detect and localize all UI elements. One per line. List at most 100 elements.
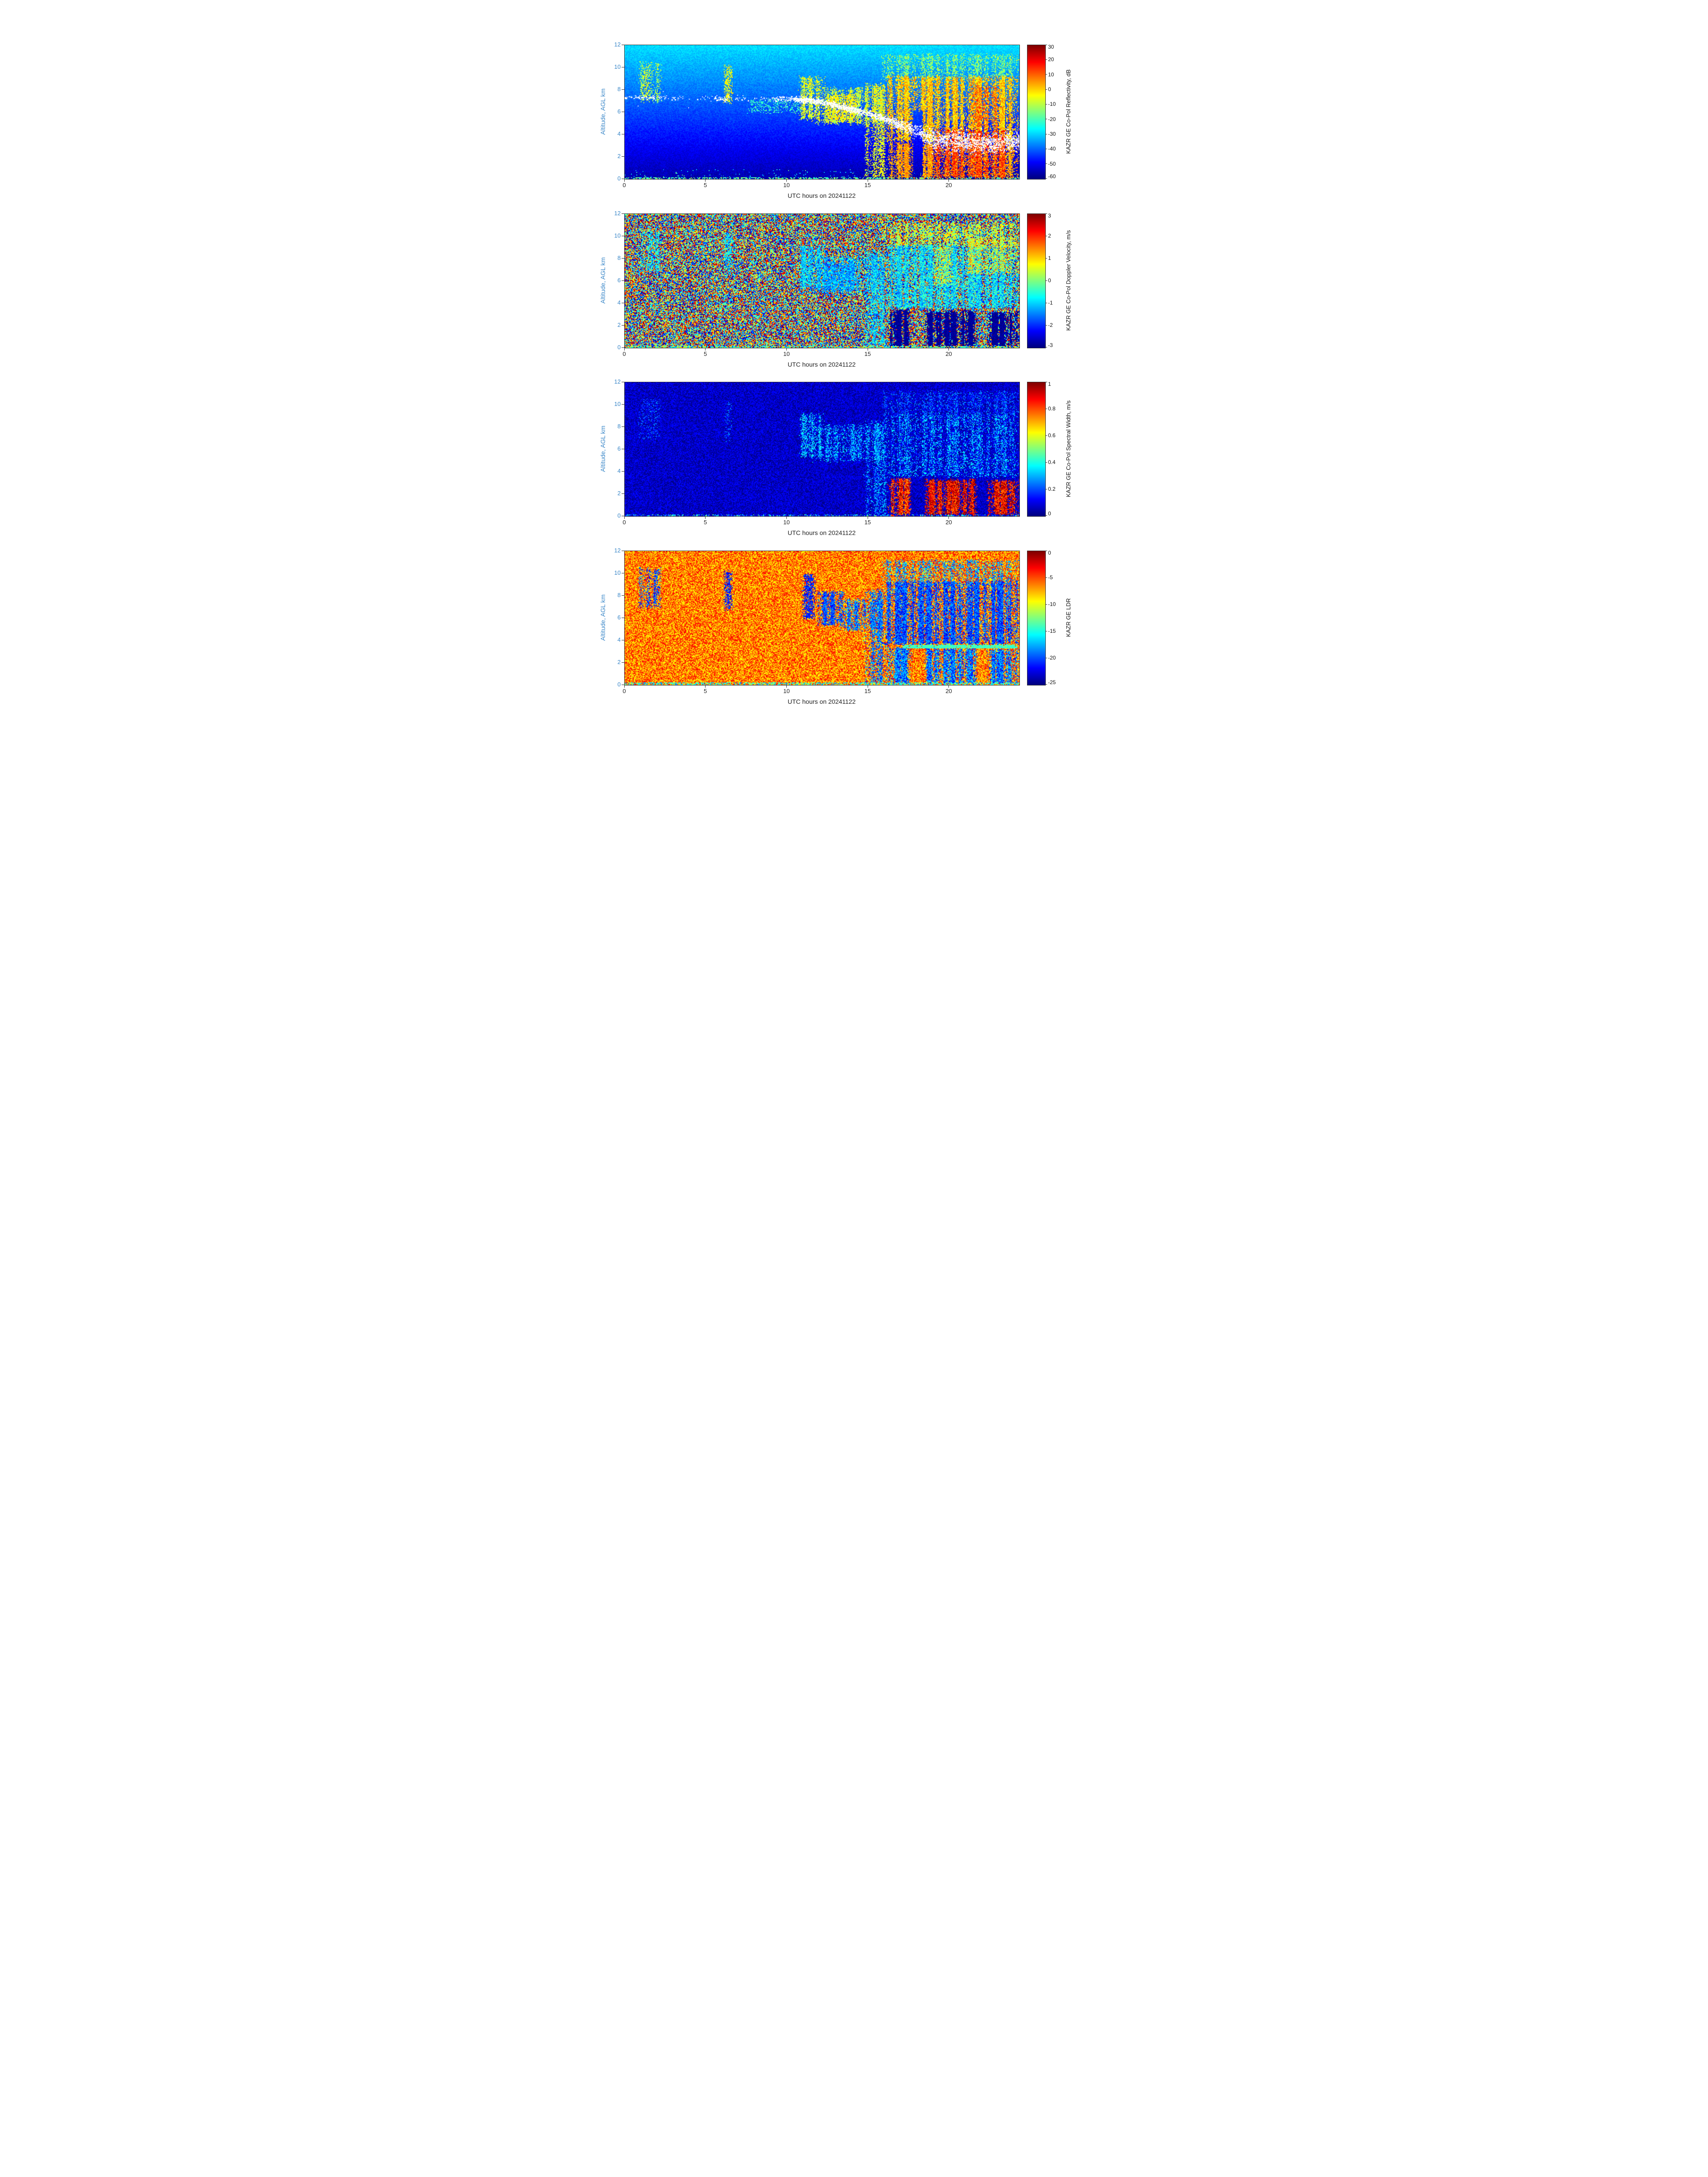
- x-tick-mark: [705, 348, 706, 351]
- x-tick-label: 5: [704, 519, 707, 526]
- y-tick-label: 12: [614, 547, 621, 554]
- y-tick-mark: [622, 258, 624, 259]
- colorbar-tick-mark: [1045, 515, 1047, 516]
- colorbar-tick-label: 10: [1048, 71, 1054, 78]
- y-tick-mark: [622, 156, 624, 157]
- colorbar-tick-label: 1: [1048, 255, 1051, 261]
- colorbar-tick-mark: [1045, 280, 1047, 281]
- y-tick-label: 2: [617, 490, 621, 497]
- x-tick-mark: [948, 179, 949, 182]
- colorbar-tick-mark: [1045, 89, 1047, 90]
- y-tick-mark: [622, 280, 624, 281]
- colorbar-tick-label: -15: [1048, 628, 1056, 634]
- heatmap-doppler-velocity: [624, 213, 1020, 348]
- colorbar-tick-label: 0: [1048, 510, 1051, 517]
- colorbar-tick-label: -1: [1048, 300, 1053, 306]
- colorbar-label-spectral-width: KAZR GE Co-Pol Spectral Width, m/s: [1065, 400, 1072, 497]
- panel-ldr: Altitude, AGL km KAZR GE LDR UTC hours o…: [569, 547, 1139, 719]
- x-tick-label: 20: [945, 688, 952, 694]
- panel-doppler-velocity: Altitude, AGL km KAZR GE Co-Pol Doppler …: [569, 210, 1139, 382]
- colorbar-tick-mark: [1045, 577, 1047, 578]
- colorbar-doppler-velocity: [1027, 213, 1046, 348]
- colorbar-tick-mark: [1045, 74, 1047, 75]
- x-tick-mark: [786, 348, 787, 351]
- colorbar-tick-label: 1: [1048, 381, 1051, 387]
- x-tick-label: 0: [622, 519, 626, 526]
- x-axis-label: UTC hours on 20241122: [787, 361, 856, 368]
- colorbar-tick-label: -5: [1048, 574, 1053, 581]
- colorbar-reflectivity: [1027, 45, 1046, 180]
- colorbar-label-reflectivity: KAZR GE Co-Pol Reflectivity, dB: [1065, 69, 1072, 154]
- y-tick-label: 2: [617, 659, 621, 665]
- colorbar-label-ldr: KAZR GE LDR: [1065, 598, 1072, 637]
- y-tick-label: 12: [614, 41, 621, 48]
- colorbar-tick-label: 0.6: [1048, 432, 1056, 439]
- y-tick-mark: [622, 213, 624, 214]
- heatmap-ldr: [624, 551, 1020, 685]
- colorbar-tick-label: 0.4: [1048, 459, 1056, 465]
- y-tick-label: 10: [614, 63, 621, 70]
- colorbar-tick-label: 0.8: [1048, 405, 1056, 412]
- x-tick-label: 10: [783, 182, 790, 188]
- x-tick-mark: [705, 179, 706, 182]
- x-tick-label: 20: [945, 182, 952, 188]
- x-tick-label: 15: [864, 351, 871, 357]
- x-tick-label: 10: [783, 519, 790, 526]
- colorbar-tick-label: 0: [1048, 550, 1051, 556]
- colorbar-tick-mark: [1045, 213, 1047, 214]
- colorbar-tick-mark: [1045, 163, 1047, 164]
- y-tick-mark: [622, 325, 624, 326]
- y-tick-label: 6: [617, 445, 621, 452]
- colorbar-tick-label: 2: [1048, 233, 1051, 239]
- colorbar-tick-label: -25: [1048, 679, 1056, 685]
- y-tick-label: 0: [617, 344, 621, 351]
- x-tick-label: 15: [864, 519, 871, 526]
- x-tick-label: 10: [783, 351, 790, 357]
- colorbar-tick-mark: [1045, 178, 1047, 179]
- x-tick-label: 15: [864, 182, 871, 188]
- colorbar-tick-mark: [1045, 258, 1047, 259]
- colorbar-tick-label: -20: [1048, 116, 1056, 122]
- y-tick-label: 10: [614, 232, 621, 239]
- y-tick-label: 12: [614, 210, 621, 217]
- x-tick-mark: [948, 348, 949, 351]
- colorbar-tick-mark: [1045, 325, 1047, 326]
- y-tick-label: 2: [617, 322, 621, 328]
- colorbar-ldr: [1027, 551, 1046, 685]
- panel-reflectivity: Altitude, AGL km KAZR GE Co-Pol Reflecti…: [569, 41, 1139, 213]
- x-tick-mark: [624, 516, 625, 519]
- x-tick-label: 10: [783, 688, 790, 694]
- y-tick-label: 12: [614, 378, 621, 385]
- heatmap-reflectivity: [624, 45, 1020, 180]
- y-tick-label: 8: [617, 86, 621, 92]
- x-tick-label: 0: [622, 182, 626, 188]
- y-tick-label: 4: [617, 636, 621, 643]
- y-tick-label: 2: [617, 153, 621, 159]
- x-tick-mark: [948, 685, 949, 688]
- y-tick-mark: [622, 426, 624, 427]
- colorbar-tick-label: 20: [1048, 56, 1054, 63]
- colorbar-tick-label: -30: [1048, 131, 1056, 137]
- x-tick-label: 20: [945, 519, 952, 526]
- y-tick-mark: [622, 347, 624, 348]
- x-tick-label: 15: [864, 688, 871, 694]
- y-tick-mark: [622, 595, 624, 596]
- y-tick-mark: [622, 89, 624, 90]
- y-tick-label: 0: [617, 681, 621, 688]
- x-axis-label: UTC hours on 20241122: [787, 192, 856, 199]
- colorbar-tick-mark: [1045, 684, 1047, 685]
- x-tick-label: 0: [622, 688, 626, 694]
- y-tick-label: 4: [617, 299, 621, 306]
- x-tick-mark: [705, 516, 706, 519]
- y-tick-mark: [622, 404, 624, 405]
- x-tick-mark: [624, 685, 625, 688]
- y-tick-mark: [622, 662, 624, 663]
- colorbar-tick-label: 0: [1048, 277, 1051, 284]
- y-tick-mark: [622, 471, 624, 472]
- kazr-quicklook-figure: Altitude, AGL km KAZR GE Co-Pol Reflecti…: [569, 0, 1139, 726]
- x-tick-mark: [948, 516, 949, 519]
- y-tick-label: 10: [614, 401, 621, 407]
- colorbar-tick-mark: [1045, 59, 1047, 60]
- x-tick-label: 20: [945, 351, 952, 357]
- x-tick-mark: [786, 516, 787, 519]
